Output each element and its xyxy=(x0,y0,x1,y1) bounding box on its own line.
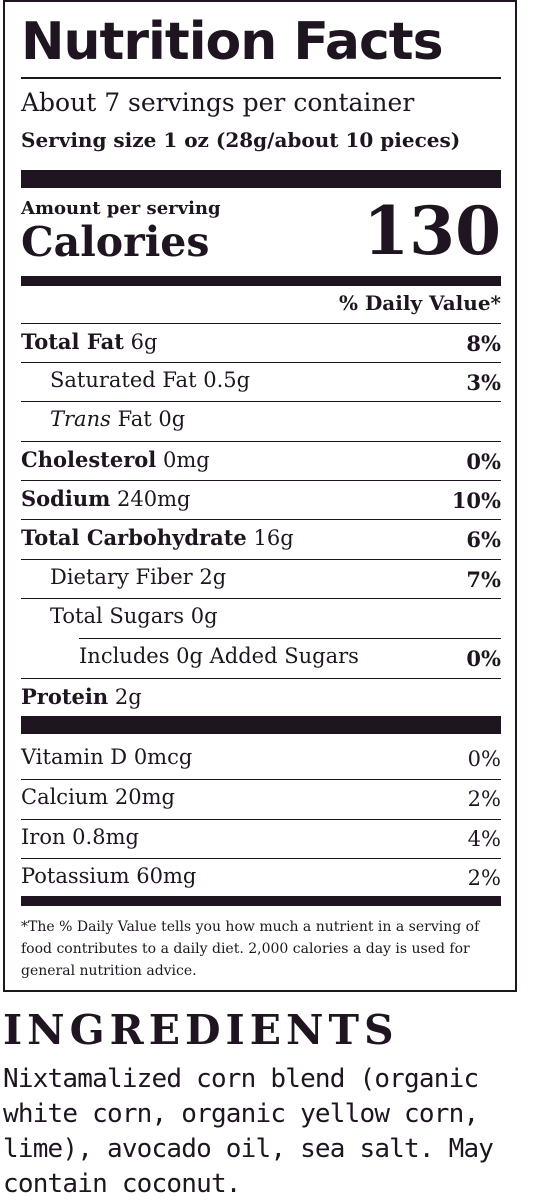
ingredients-title: INGREDIENTS xyxy=(3,1006,399,1054)
nutrient-amount: 16g xyxy=(253,526,294,550)
nutrient-row-protein: Protein 2g xyxy=(21,678,501,718)
calories-label: Calories xyxy=(21,218,210,266)
vitamin-text: Calcium 20mg xyxy=(21,785,175,809)
nutrient-name-italic: Trans xyxy=(50,407,111,431)
nutrient-row-saturated-fat: Saturated Fat 0.5g 3% xyxy=(21,362,501,402)
row-divider xyxy=(79,638,501,639)
vitamin-row-calcium: Calcium 20mg 2% xyxy=(21,779,501,819)
daily-value-footnote: *The % Daily Value tells you how much a … xyxy=(21,919,480,979)
thick-divider-top xyxy=(21,170,501,188)
vitamin-daily-value: 2% xyxy=(467,866,501,890)
nutrient-name: Saturated Fat xyxy=(50,368,197,392)
nutrient-amount: 0g xyxy=(190,604,218,628)
nutrient-daily-value: 0% xyxy=(466,449,501,474)
row-divider xyxy=(21,858,501,859)
nutrient-amount: 0g xyxy=(158,407,186,431)
vitamin-daily-value: 4% xyxy=(467,827,501,851)
row-divider xyxy=(21,401,501,402)
nutrient-amount: 0mg xyxy=(162,448,210,472)
row-divider xyxy=(21,323,501,324)
amount-per-serving: Amount per serving xyxy=(21,198,221,219)
nutrient-daily-value: 0% xyxy=(466,646,501,671)
daily-value-header: % Daily Value* xyxy=(338,291,501,315)
vitamin-daily-value: 0% xyxy=(467,747,501,771)
row-divider xyxy=(21,559,501,560)
nutrient-row-total-fat: Total Fat 6g 8% xyxy=(21,323,501,363)
footnote-divider xyxy=(21,896,501,906)
row-divider xyxy=(21,779,501,780)
nutrient-daily-value: 6% xyxy=(466,527,501,552)
nutrient-name: Protein xyxy=(21,684,109,709)
nutrition-facts-title: Nutrition Facts xyxy=(21,12,444,72)
nutrient-daily-value: 10% xyxy=(451,488,501,513)
row-divider xyxy=(21,441,501,442)
nutrition-facts-panel: Nutrition Facts About 7 servings per con… xyxy=(3,0,517,992)
nutrient-amount: 240mg xyxy=(117,487,191,511)
vitamin-text: Potassium 60mg xyxy=(21,864,197,888)
row-divider xyxy=(21,519,501,520)
vitamin-text: Vitamin D 0mcg xyxy=(21,745,193,769)
nutrient-amount: 2g xyxy=(114,685,142,709)
nutrient-name: Total Carbohydrate xyxy=(21,525,247,550)
vitamin-row-vitamin-d: Vitamin D 0mcg 0% xyxy=(21,739,501,779)
row-divider xyxy=(21,819,501,820)
row-divider xyxy=(21,480,501,481)
nutrient-row-trans-fat: Trans Fat 0g xyxy=(21,401,501,441)
nutrient-amount: 2g xyxy=(199,565,227,589)
vitamin-daily-value: 2% xyxy=(467,787,501,811)
serving-size: Serving size 1 oz (28g/about 10 pieces) xyxy=(21,128,461,152)
row-divider xyxy=(21,598,501,599)
calories-value: 130 xyxy=(363,192,501,270)
nutrient-amount: 0.5g xyxy=(203,368,251,392)
nutrient-daily-value: 3% xyxy=(466,370,501,395)
nutrient-name: Cholesterol xyxy=(21,447,157,472)
nutrient-row-sodium: Sodium 240mg 10% xyxy=(21,480,501,520)
nutrient-amount: 6g xyxy=(130,330,158,354)
title-divider xyxy=(21,77,501,79)
nutrient-row-cholesterol: Cholesterol 0mg 0% xyxy=(21,441,501,481)
nutrient-daily-value: 8% xyxy=(466,331,501,356)
calories-divider xyxy=(21,276,501,286)
vitamin-row-iron: Iron 0.8mg 4% xyxy=(21,819,501,859)
thick-divider-vitamins xyxy=(21,716,501,734)
nutrient-row-dietary-fiber: Dietary Fiber 2g 7% xyxy=(21,559,501,599)
row-divider xyxy=(21,362,501,363)
row-divider xyxy=(21,678,501,679)
nutrient-row-total-carbohydrate: Total Carbohydrate 16g 6% xyxy=(21,519,501,559)
nutrient-name: Total Sugars xyxy=(50,604,185,628)
nutrient-name: Fat xyxy=(117,407,152,431)
nutrient-name: Dietary Fiber xyxy=(50,565,193,589)
nutrient-row-total-sugars: Total Sugars 0g xyxy=(21,598,501,638)
vitamin-text: Iron 0.8mg xyxy=(21,825,139,849)
nutrient-daily-value: 7% xyxy=(466,567,501,592)
nutrient-text: Includes 0g Added Sugars xyxy=(79,644,359,668)
servings-per-container: About 7 servings per container xyxy=(21,88,415,117)
vitamin-row-potassium: Potassium 60mg 2% xyxy=(21,858,501,898)
nutrient-name: Total Fat xyxy=(21,329,124,354)
nutrient-name: Sodium xyxy=(21,486,111,511)
ingredients-text: Nixtamalized corn blend (organic white c… xyxy=(3,1064,494,1199)
nutrient-row-added-sugars: Includes 0g Added Sugars 0% xyxy=(21,638,501,678)
